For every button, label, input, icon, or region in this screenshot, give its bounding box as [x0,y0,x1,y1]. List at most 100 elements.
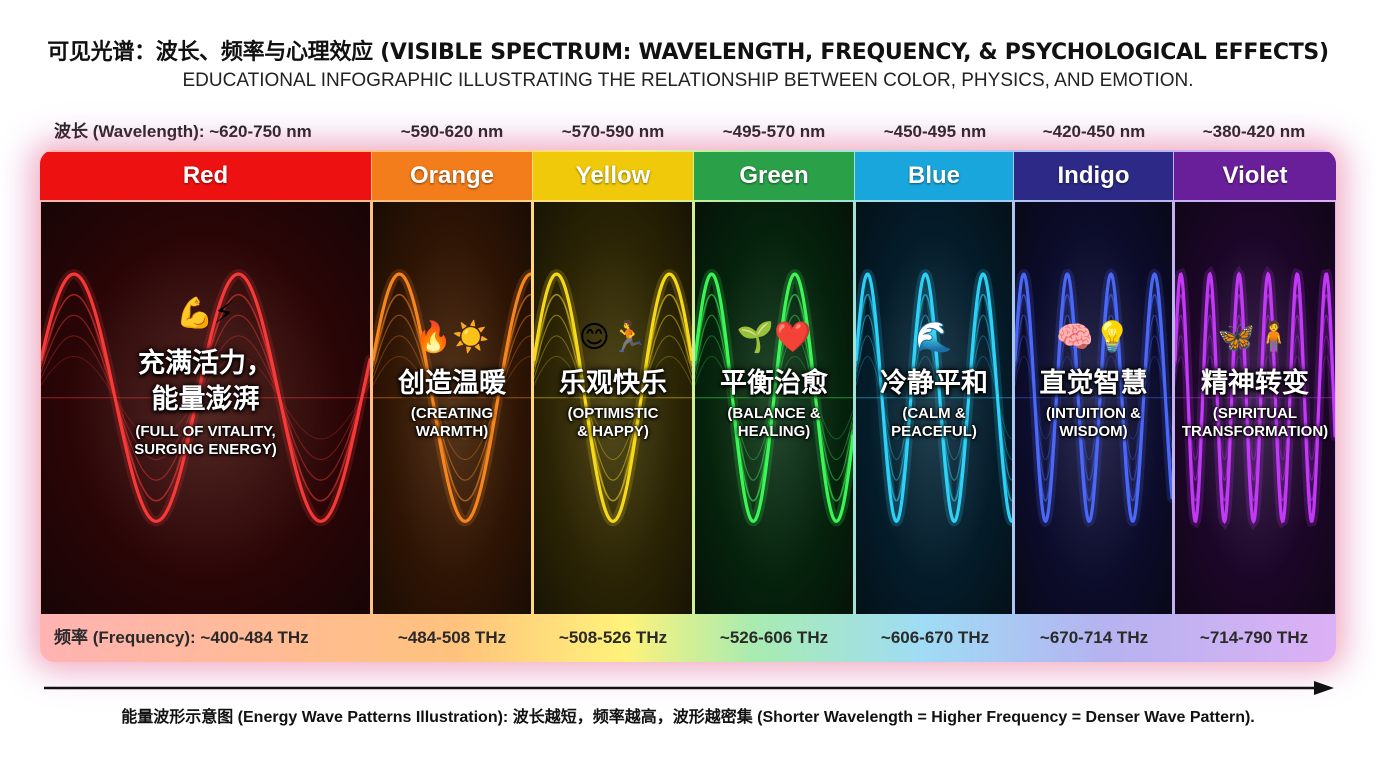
column-green: Green 🌱❤️ 平衡治愈 (BALANCE & HEALING) [694,150,854,662]
wave-green [695,269,853,527]
wavelength-label-orange: ~590-620 nm [400,122,504,141]
en-label-red-2: SURGING ENERGY) [134,441,277,458]
wave-line [373,314,531,481]
header-blue: Blue [855,152,1013,200]
panel-green: 🌱❤️ 平衡治愈 (BALANCE & HEALING) [695,202,853,614]
wavelength-label-blue: ~450-495 nm [883,122,987,141]
wave-line [1175,293,1335,502]
wavelength-label-indigo: ~420-450 nm [1042,122,1146,141]
wave-line [534,356,692,440]
page-subtitle: EDUCATIONAL INFOGRAPHIC ILLUSTRATING THE… [182,70,1194,91]
wavelength-label-violet: ~380-420 nm [1202,122,1306,141]
header-yellow: Yellow [533,152,693,200]
wave-red [41,269,370,527]
zh-label-indigo: 直觉智慧 [1039,368,1148,399]
icons-orange: 🔥☀️ [414,320,490,355]
column-blue: Blue 🌊 冷静平和 (CALM & PEACEFUL) [855,150,1013,662]
wave-line [1015,293,1172,502]
zh-label-green: 平衡治愈 [720,368,828,399]
wave-line [856,293,1012,502]
wave-line [856,314,1012,481]
panel-violet: 🦋🧍 精神转变 (SPIRITUAL TRANSFORMATION) [1175,202,1335,614]
column-indigo: Indigo 🧠💡 直觉智慧 (INTUITION & WISDOM) [1014,150,1173,662]
wave-line [1175,314,1335,481]
en-label-orange-2: WARMTH) [415,423,489,440]
panel-orange: 🔥☀️ 创造温暖 (CREATING WARMTH) [373,202,531,614]
en-label-red-1: (FULL OF VITALITY, [135,423,276,440]
panel-yellow: 😊🏃 乐观快乐 (OPTIMISTIC & HAPPY) [534,202,692,614]
arrow-head-icon [1314,681,1334,695]
frequency-label-yellow: ~508-526 THz [558,628,668,647]
wave-orange [373,269,531,527]
zh-label-red-2: 能量澎湃 [151,384,260,415]
header-red: Red [40,152,371,200]
wave-line [41,293,370,502]
wave-line [41,272,370,523]
wave-line [41,356,370,440]
header-orange: Orange [372,152,532,200]
wave-line [1015,314,1172,481]
en-label-yellow-2: & HAPPY) [577,423,649,440]
icons-green: 🌱❤️ [736,320,812,355]
icons-indigo: 🧠💡 [1056,320,1131,355]
frequency-label-indigo: ~670-714 THz [1039,628,1149,647]
column-red: Red 💪⚡ 充满活力， 能量澎湃 (FULL OF VITALITY, SUR… [40,150,371,662]
wave-line [373,293,531,502]
en-label-blue-2: PEACEFUL) [891,423,977,440]
frequency-label-violet: ~714-790 THz [1199,628,1309,647]
wave-line [373,356,531,440]
wave-line [534,293,692,502]
energy-axis-arrow [44,681,1334,695]
wavelength-row: 波长 (Wavelength): ~620-750 nm ~590-620 nm… [0,120,1376,144]
en-label-violet-2: TRANSFORMATION) [1181,423,1329,440]
frequency-label-green: ~526-606 THz [719,628,829,647]
zh-label-yellow: 乐观快乐 [559,368,667,399]
page-title: 可见光谱：波长、频率与心理效应 (VISIBLE SPECTRUM: WAVEL… [47,40,1329,65]
wave-violet [1175,265,1335,531]
icons-yellow: 😊🏃 [578,320,648,355]
wave-line [373,335,531,460]
panel-blue: 🌊 冷静平和 (CALM & PEACEFUL) [856,202,1012,614]
frequency-label-orange: ~484-508 THz [397,628,507,647]
wave-line [41,314,370,481]
wave-caption: 能量波形示意图 (Energy Wave Patterns Illustrati… [121,709,1255,726]
wave-line [1175,355,1335,440]
wavelength-label-yellow: ~570-590 nm [561,122,665,141]
en-label-violet-1: (SPIRITUAL [1212,405,1298,422]
wave-line [695,356,853,440]
zh-label-red-1: 充满活力， [138,348,273,379]
header-green: Green [694,152,854,200]
panel-red: 💪⚡ 充满活力， 能量澎湃 (FULL OF VITALITY, SURGING… [41,202,370,614]
en-label-indigo-2: WISDOM) [1059,423,1128,440]
column-yellow: Yellow 😊🏃 乐观快乐 (OPTIMISTIC & HAPPY) [533,150,693,662]
wavelength-label-red: 波长 (Wavelength): ~620-750 nm [54,122,312,141]
en-label-green-1: (BALANCE & [727,405,821,422]
zh-label-orange: 创造温暖 [398,368,506,399]
wave-line [695,335,853,460]
icons-blue: 🌊 [915,320,953,355]
wave-yellow [534,269,692,527]
frequency-label-blue: ~606-670 THz [880,628,990,647]
en-label-yellow-1: (OPTIMISTIC [567,405,659,422]
wave-line [534,272,692,523]
wave-line [1175,335,1335,461]
wave-line [695,314,853,481]
spectrum-frame: Red 💪⚡ 充满活力， 能量澎湃 (FULL OF VITALITY, SUR… [40,150,1336,662]
wave-line [856,356,1012,440]
icons-red: 💪⚡ [176,296,235,331]
panel-indigo: 🧠💡 直觉智慧 (INTUITION & WISDOM) [1015,202,1172,614]
en-label-orange-1: (CREATING [410,405,494,422]
wave-line [373,272,531,523]
wave-indigo [1015,268,1172,528]
frequency-label-red: 频率 (Frequency): ~400-484 THz [54,628,309,647]
zh-label-blue: 冷静平和 [880,368,988,399]
en-label-green-2: HEALING) [737,423,811,440]
zh-label-violet: 精神转变 [1201,368,1309,399]
en-label-indigo-1: (INTUITION & [1046,405,1141,422]
wave-line [534,314,692,481]
header-indigo: Indigo [1014,152,1173,200]
column-violet: Violet 🦋🧍 精神转变 (SPIRITUAL TRANSFORMATION… [1174,150,1336,662]
wave-line [534,335,692,460]
en-label-blue-1: (CALM & [902,405,966,422]
column-orange: Orange 🔥☀️ 创造温暖 (CREATING WARMTH) [372,150,532,662]
